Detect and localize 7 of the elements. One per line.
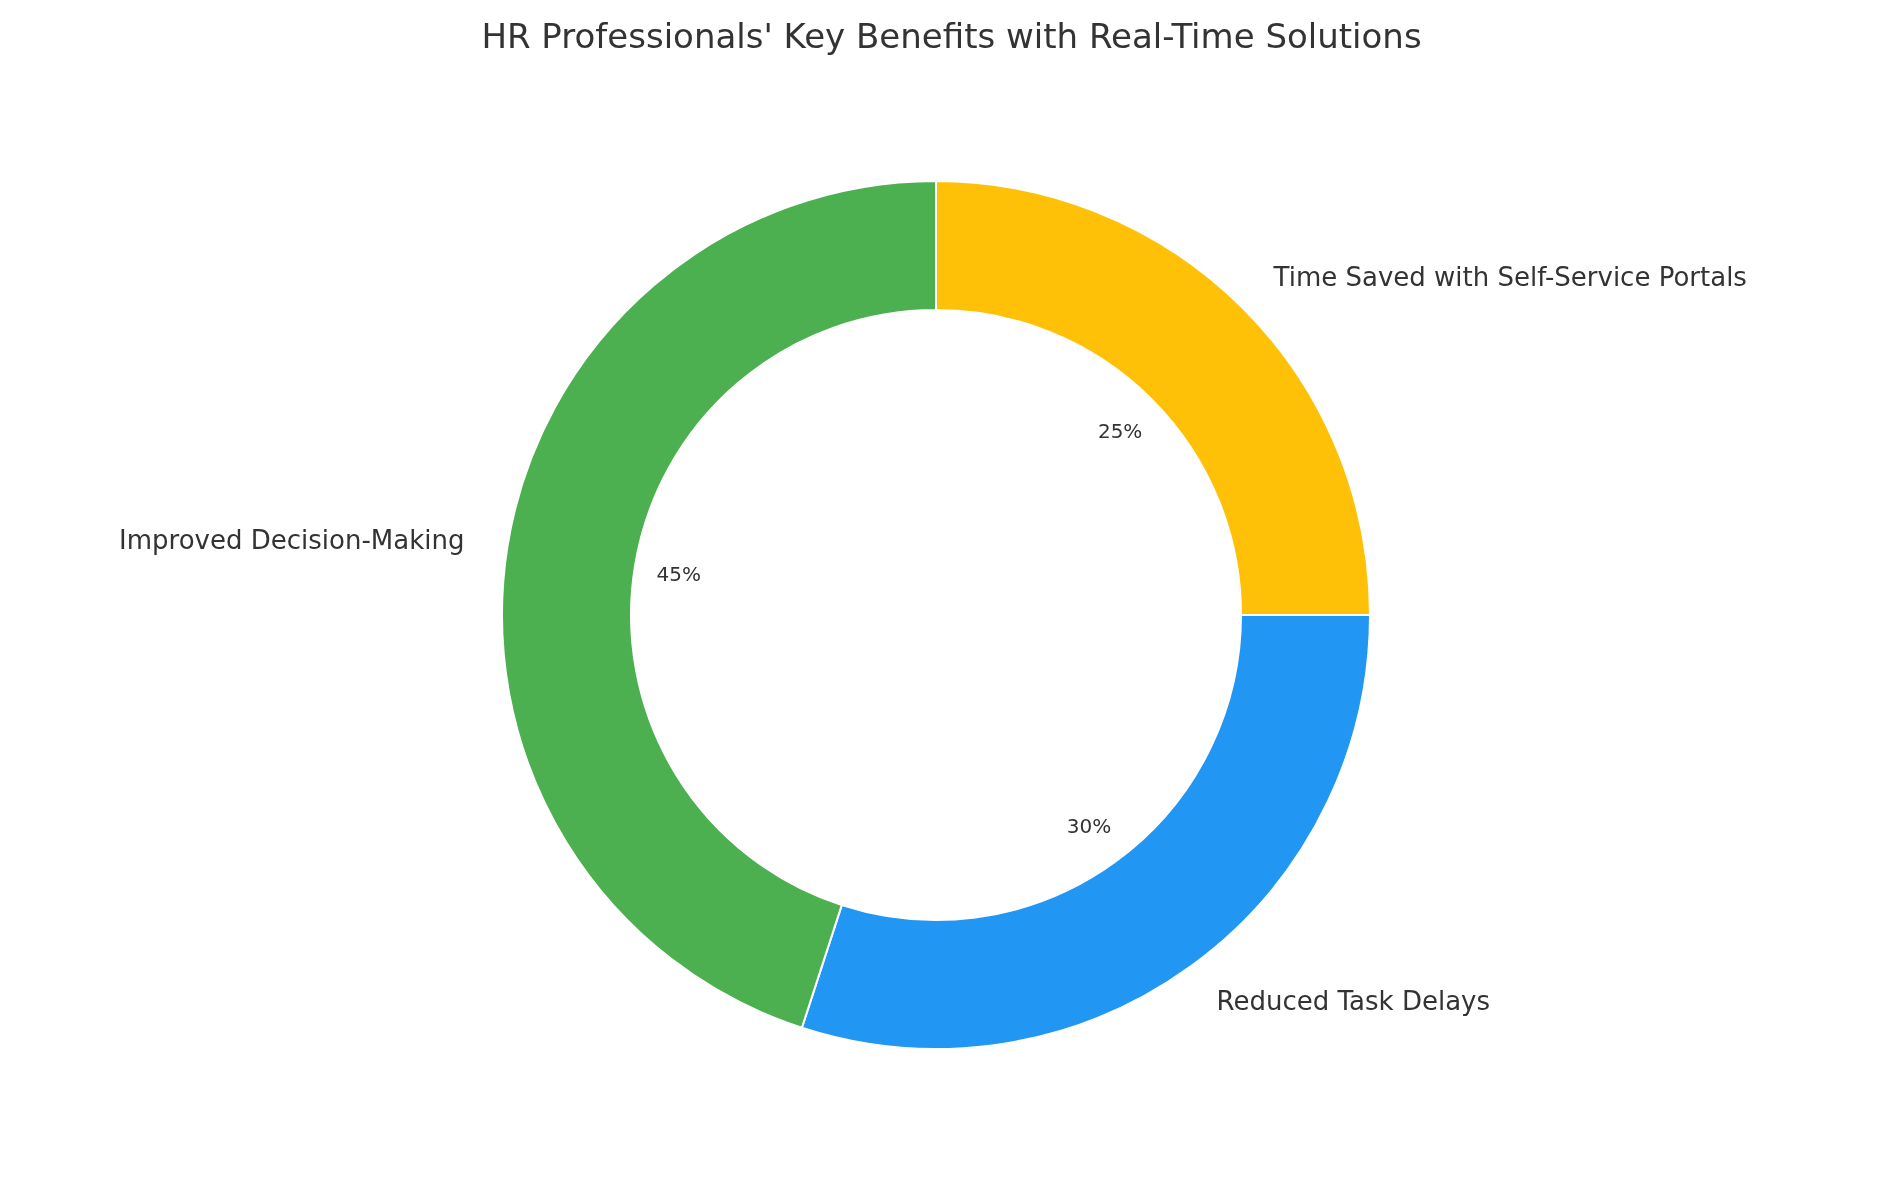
data-label: 30% bbox=[1066, 813, 1112, 838]
data-label: 25% bbox=[1097, 418, 1143, 443]
chart-title: HR Professionals' Key Benefits with Real-Time Solutions bbox=[481, 16, 1422, 56]
slice-label: Improved Decision-Making bbox=[119, 525, 465, 556]
slice-label: Time Saved with Self-Service Portals bbox=[1272, 262, 1747, 293]
data-label: 45% bbox=[656, 562, 702, 587]
slice-label: Reduced Task Delays bbox=[1216, 986, 1491, 1017]
